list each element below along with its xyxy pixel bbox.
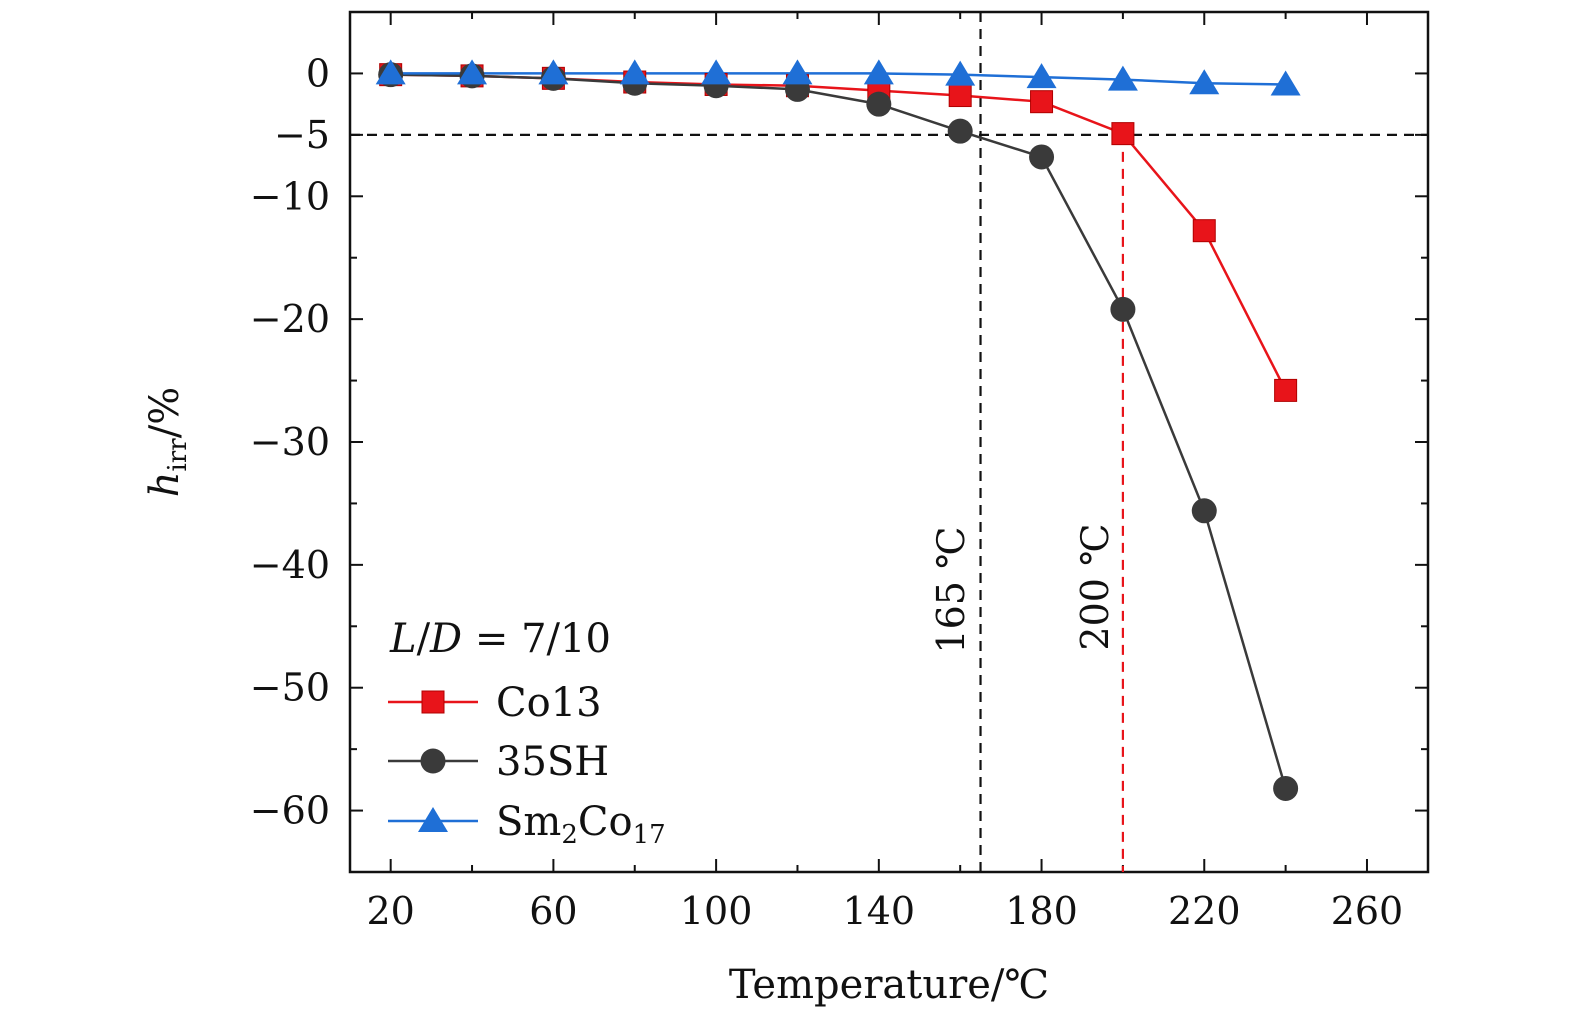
legend-swatch-marker-sm2co17 xyxy=(418,807,448,832)
legend-label-sub-17: 17 xyxy=(633,820,666,850)
y-axis-title-main: h xyxy=(142,471,188,497)
legend-header-sep: / xyxy=(417,616,431,662)
legend-swatch-marker-co13 xyxy=(421,690,445,714)
y-tick-label: −20 xyxy=(250,297,330,341)
series-lines xyxy=(390,72,1287,789)
data-point-sm2co17 xyxy=(1107,65,1138,91)
data-point-sm2co17 xyxy=(375,59,406,85)
legend-swatch-marker-35sh xyxy=(420,748,446,774)
data-point-sm2co17 xyxy=(538,59,569,85)
data-point-co13 xyxy=(1192,219,1216,243)
x-tick-label: 180 xyxy=(1005,889,1078,933)
data-point-35sh xyxy=(1029,144,1055,170)
data-point-sm2co17 xyxy=(945,60,976,86)
annotation-165: 165 ℃ xyxy=(929,526,973,653)
data-point-35sh xyxy=(1191,498,1217,524)
x-tick-label: 100 xyxy=(680,889,753,933)
y-axis-title-sub: irr xyxy=(163,438,193,472)
legend-header-rest: = 7/10 xyxy=(462,616,611,662)
data-point-sm2co17 xyxy=(1026,63,1057,89)
data-point-co13 xyxy=(948,84,972,108)
data-point-35sh xyxy=(1273,775,1299,801)
data-point-co13 xyxy=(1030,90,1054,114)
data-point-sm2co17 xyxy=(782,59,813,85)
x-axis-title: Temperature/℃ xyxy=(729,962,1049,1008)
x-tick-label: 20 xyxy=(366,889,414,933)
annotation-200: 200 ℃ xyxy=(1073,523,1117,650)
data-point-sm2co17 xyxy=(1270,70,1301,96)
data-point-sm2co17 xyxy=(457,59,488,85)
y-tick-label: −30 xyxy=(250,420,330,464)
data-point-35sh xyxy=(947,118,973,144)
y-tick-label: −60 xyxy=(250,789,330,833)
x-tick-label: 60 xyxy=(529,889,577,933)
legend-header: L/D = 7/10 xyxy=(389,616,611,662)
y-tick-label: 0 xyxy=(306,51,330,95)
data-point-35sh xyxy=(1110,296,1136,322)
y-tick-label: −40 xyxy=(250,543,330,587)
x-tick-label: 260 xyxy=(1331,889,1404,933)
data-point-sm2co17 xyxy=(701,59,732,85)
y-axis-title-unit: /% xyxy=(142,387,188,438)
data-point-co13 xyxy=(1111,122,1135,146)
series-line-co13 xyxy=(390,73,1287,391)
data-point-sm2co17 xyxy=(1189,69,1220,95)
data-point-sm2co17 xyxy=(863,59,894,85)
axis-ticks xyxy=(350,12,1428,872)
reference-lines xyxy=(350,12,1428,872)
legend-swatches xyxy=(388,690,478,832)
data-point-sm2co17 xyxy=(619,59,650,85)
y-tick-label: −10 xyxy=(250,174,330,218)
tick-labels: 20 60 100 140 180 220 260 0 −5 −10 −20 −30 −40 −50 −60 xyxy=(250,51,1403,933)
legend-label-co: Co xyxy=(578,799,633,845)
legend-label-co13: Co13 xyxy=(496,680,602,726)
y-tick-label: −50 xyxy=(250,666,330,710)
legend: L/D = 7/10 Co13 35SH Sm2Co17 xyxy=(388,616,666,850)
x-tick-label: 220 xyxy=(1168,889,1241,933)
data-point-35sh xyxy=(866,91,892,117)
legend-label-sm: Sm xyxy=(496,799,561,845)
x-tick-label: 140 xyxy=(843,889,916,933)
legend-header-d: D xyxy=(429,616,462,662)
data-point-co13 xyxy=(1274,378,1298,402)
series-line-35sh xyxy=(390,73,1287,789)
legend-header-l: L xyxy=(389,616,417,662)
y-tick-label: −5 xyxy=(274,113,330,157)
series-markers xyxy=(375,59,1301,801)
y-axis-title: hirr/% xyxy=(142,387,193,497)
series-line-sm2co17 xyxy=(390,72,1286,86)
legend-label-35sh: 35SH xyxy=(496,739,609,785)
legend-label-sub-2: 2 xyxy=(561,820,578,850)
legend-label-sm2co17: Sm2Co17 xyxy=(496,799,666,850)
